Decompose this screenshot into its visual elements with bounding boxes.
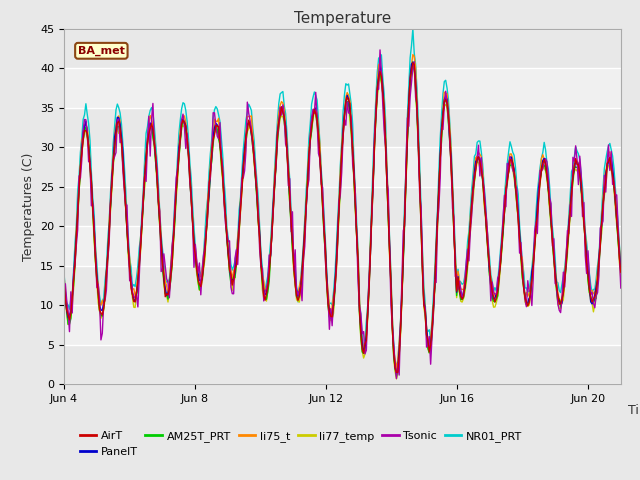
Bar [64, 187, 621, 226]
Text: BA_met: BA_met [78, 46, 125, 56]
Bar [64, 226, 621, 265]
Bar [64, 305, 621, 345]
Bar [64, 29, 621, 68]
Y-axis label: Temperatures (C): Temperatures (C) [22, 152, 35, 261]
X-axis label: Time: Time [628, 404, 640, 417]
Bar [64, 345, 621, 384]
Bar [64, 147, 621, 187]
Bar [64, 265, 621, 305]
Title: Temperature: Temperature [294, 11, 391, 26]
Bar [64, 68, 621, 108]
Legend: AirT, PanelT, AM25T_PRT, li75_t, li77_temp, Tsonic, NR01_PRT: AirT, PanelT, AM25T_PRT, li75_t, li77_te… [75, 427, 527, 461]
Bar [64, 108, 621, 147]
